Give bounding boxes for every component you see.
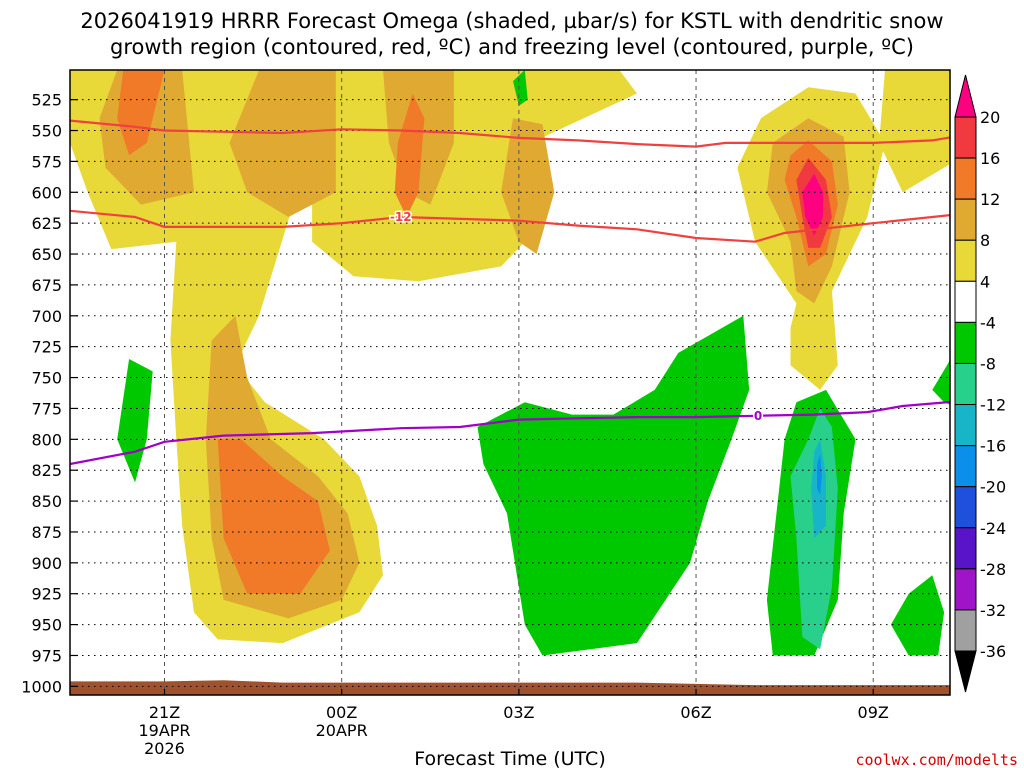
y-tick-label-775: 775	[31, 399, 62, 418]
colorbar-label-0: 20	[980, 108, 1000, 127]
x-axis-label: Forecast Time (UTC)	[414, 748, 605, 768]
x-tick-date-21Z: 19APR	[138, 721, 190, 740]
colorbar-swatch-5	[954, 321, 977, 364]
omega-region-8-5	[229, 70, 336, 217]
colorbar-swatch-11	[954, 568, 977, 611]
colorbar-label-3: 8	[980, 231, 990, 250]
y-tick-label-800: 800	[31, 430, 62, 449]
x-tick-label-21Z: 21Z	[149, 703, 180, 722]
colorbar-label-8: -16	[980, 437, 1006, 456]
omega-region-12-10	[117, 70, 165, 156]
omega-region-ground-25	[70, 680, 950, 695]
colorbar-swatch-0	[954, 116, 977, 159]
omega-region-neg4-20	[890, 575, 945, 656]
colorbar: 20 16 12 8 4 -4 -8 -12 -16 -20 -24 -28 -32 -36	[954, 74, 1006, 693]
y-tick-label-975: 975	[31, 646, 62, 665]
grid-lines	[70, 70, 950, 695]
y-tick-label-550: 550	[31, 122, 62, 141]
colorbar-label-11: -28	[980, 560, 1006, 579]
colorbar-top-arrow	[954, 74, 977, 118]
x-tick-label-03Z: 03Z	[503, 703, 534, 722]
x-tick-label-06Z: 06Z	[680, 703, 711, 722]
plot-frame	[69, 69, 951, 696]
chart-title-line2: growth region (contoured, red, ºC) and f…	[110, 35, 914, 59]
contour-dendritic-top-17c-	[70, 119, 950, 148]
omega-region-12-11	[394, 93, 425, 217]
omega-region-neg4-16	[117, 359, 153, 483]
colorbar-swatch-4	[954, 280, 977, 323]
omega-region-20-15	[802, 173, 823, 236]
omega-region-neg4-21	[513, 70, 528, 106]
contour-freezing-level	[70, 400, 950, 466]
colorbar-label-4: 4	[980, 272, 990, 291]
omega-region-neg4-17	[477, 315, 750, 656]
contour-lines: 0 -12	[70, 119, 950, 466]
x-axis: 21Z19APR202600Z20APR03Z06Z09Z12Z	[138, 689, 889, 758]
y-tick-label-625: 625	[31, 214, 62, 233]
colorbar-swatch-7	[954, 404, 977, 447]
x-tick-year-21Z: 2026	[144, 739, 185, 758]
colorbar-swatch-12	[954, 609, 977, 652]
y-tick-label-525: 525	[31, 91, 62, 110]
colorbar-label-10: -24	[980, 519, 1006, 538]
colorbar-swatch-8	[954, 445, 977, 488]
credit-text[interactable]: coolwx.com/modelts	[855, 751, 1018, 768]
y-tick-label-900: 900	[31, 554, 62, 573]
colorbar-swatch-6	[954, 362, 977, 406]
y-tick-label-750: 750	[31, 369, 62, 388]
y-tick-label-650: 650	[31, 245, 62, 264]
plot-area	[70, 70, 950, 695]
colorbar-label-13: -36	[980, 642, 1006, 661]
colorbar-label-5: -4	[980, 313, 996, 332]
contour--12c-isotherm	[70, 209, 950, 243]
y-tick-label-875: 875	[31, 523, 62, 542]
contour-label-0: 0	[754, 409, 762, 423]
y-tick-label-925: 925	[31, 585, 62, 604]
colorbar-swatch-1	[954, 157, 977, 200]
omega-region-12-12	[217, 439, 330, 594]
colorbar-label-12: -32	[980, 601, 1006, 620]
y-tick-label-850: 850	[31, 492, 62, 511]
colorbar-swatch-9	[954, 486, 977, 529]
x-tick-date-00Z: 20APR	[316, 721, 368, 740]
colorbar-swatch-2	[954, 198, 977, 241]
colorbar-swatch-3	[954, 239, 977, 282]
y-tick-label-950: 950	[31, 616, 62, 635]
colorbar-label-2: 12	[980, 190, 1000, 209]
colorbar-label-6: -8	[980, 354, 996, 373]
chart-title-line1: 2026041919 HRRR Forecast Omega (shaded, …	[80, 9, 943, 33]
colorbar-bottom-arrow	[954, 650, 977, 693]
x-tick-label-09Z: 09Z	[858, 703, 889, 722]
colorbar-label-9: -20	[980, 478, 1006, 497]
y-tick-label-825: 825	[31, 461, 62, 480]
colorbar-label-1: 16	[980, 149, 1000, 168]
y-tick-label-725: 725	[31, 338, 62, 357]
colorbar-label-7: -12	[980, 396, 1006, 415]
y-tick-label-1000: 1000	[21, 677, 62, 696]
y-tick-label-575: 575	[31, 152, 62, 171]
y-tick-label-700: 700	[31, 307, 62, 326]
contour-label-1: -12	[390, 210, 412, 224]
omega-region-neg4-19	[932, 360, 950, 405]
omega-region-4-3	[879, 70, 950, 193]
omega-region-neg16-24	[817, 454, 822, 495]
y-tick-label-600: 600	[31, 183, 62, 202]
y-tick-label-675: 675	[31, 276, 62, 295]
x-tick-label-00Z: 00Z	[326, 703, 357, 722]
colorbar-swatch-10	[954, 527, 977, 570]
y-axis: 525 550 575 600 625 650 675 700 725 750 775 800 825 8…	[21, 91, 78, 696]
